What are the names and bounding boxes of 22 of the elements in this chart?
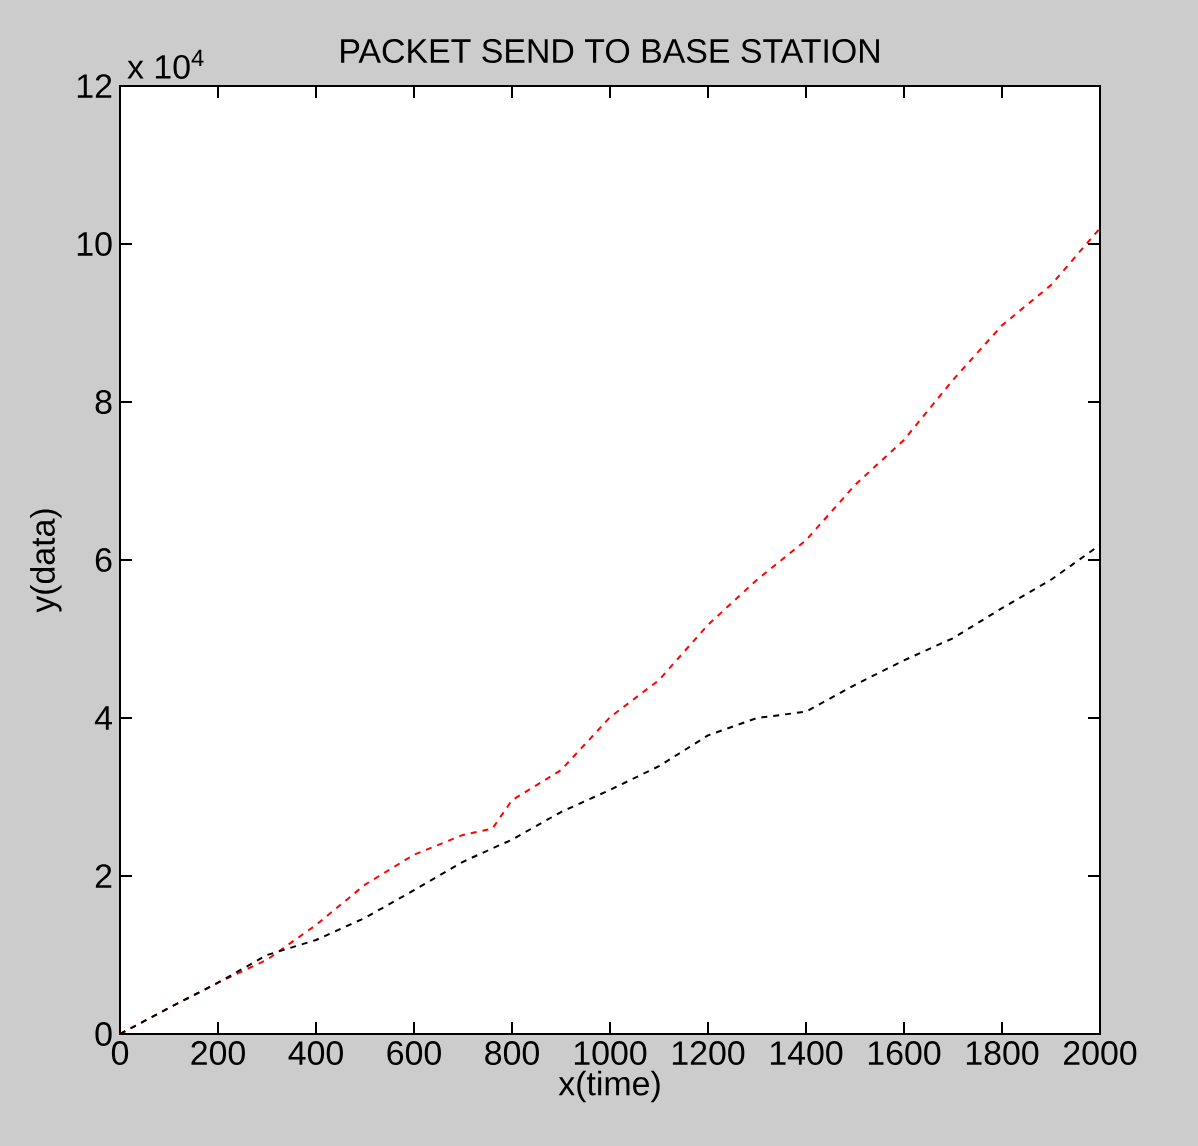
y-tick-label: 6 (95, 548, 112, 572)
text: x 10$^{4}$ (127, 49, 204, 79)
x-tick-label: 1600 (868, 1041, 941, 1066)
x-tick-label: 600 (387, 1041, 441, 1066)
y-tick-label: 2 (95, 864, 112, 888)
x-axis-title: x(time) (558, 1070, 660, 1103)
y-axis-title: y(data) (30, 509, 62, 613)
x-tick-label: 200 (191, 1041, 245, 1066)
y-tick-label: 10 (77, 232, 112, 256)
x-tick-label: 2000 (1064, 1041, 1137, 1066)
y-tick-label: 4 (94, 706, 112, 730)
x-tick-label: 400 (288, 1041, 343, 1066)
x-tick-label: 1400 (770, 1041, 843, 1066)
x-tick-label: 800 (485, 1041, 539, 1066)
y-tick-label: 8 (95, 390, 112, 414)
chart-title: PACKET SEND TO BASE STATION (341, 39, 879, 64)
y-tick-label: 0 (95, 1022, 112, 1046)
x-tick-label: 1800 (966, 1041, 1039, 1066)
x-tick-label: 0 (111, 1041, 129, 1066)
x-tick-label: 1000 (574, 1041, 647, 1066)
x-tick-label: 1200 (672, 1041, 745, 1066)
y-tick-label: 12 (77, 74, 112, 98)
